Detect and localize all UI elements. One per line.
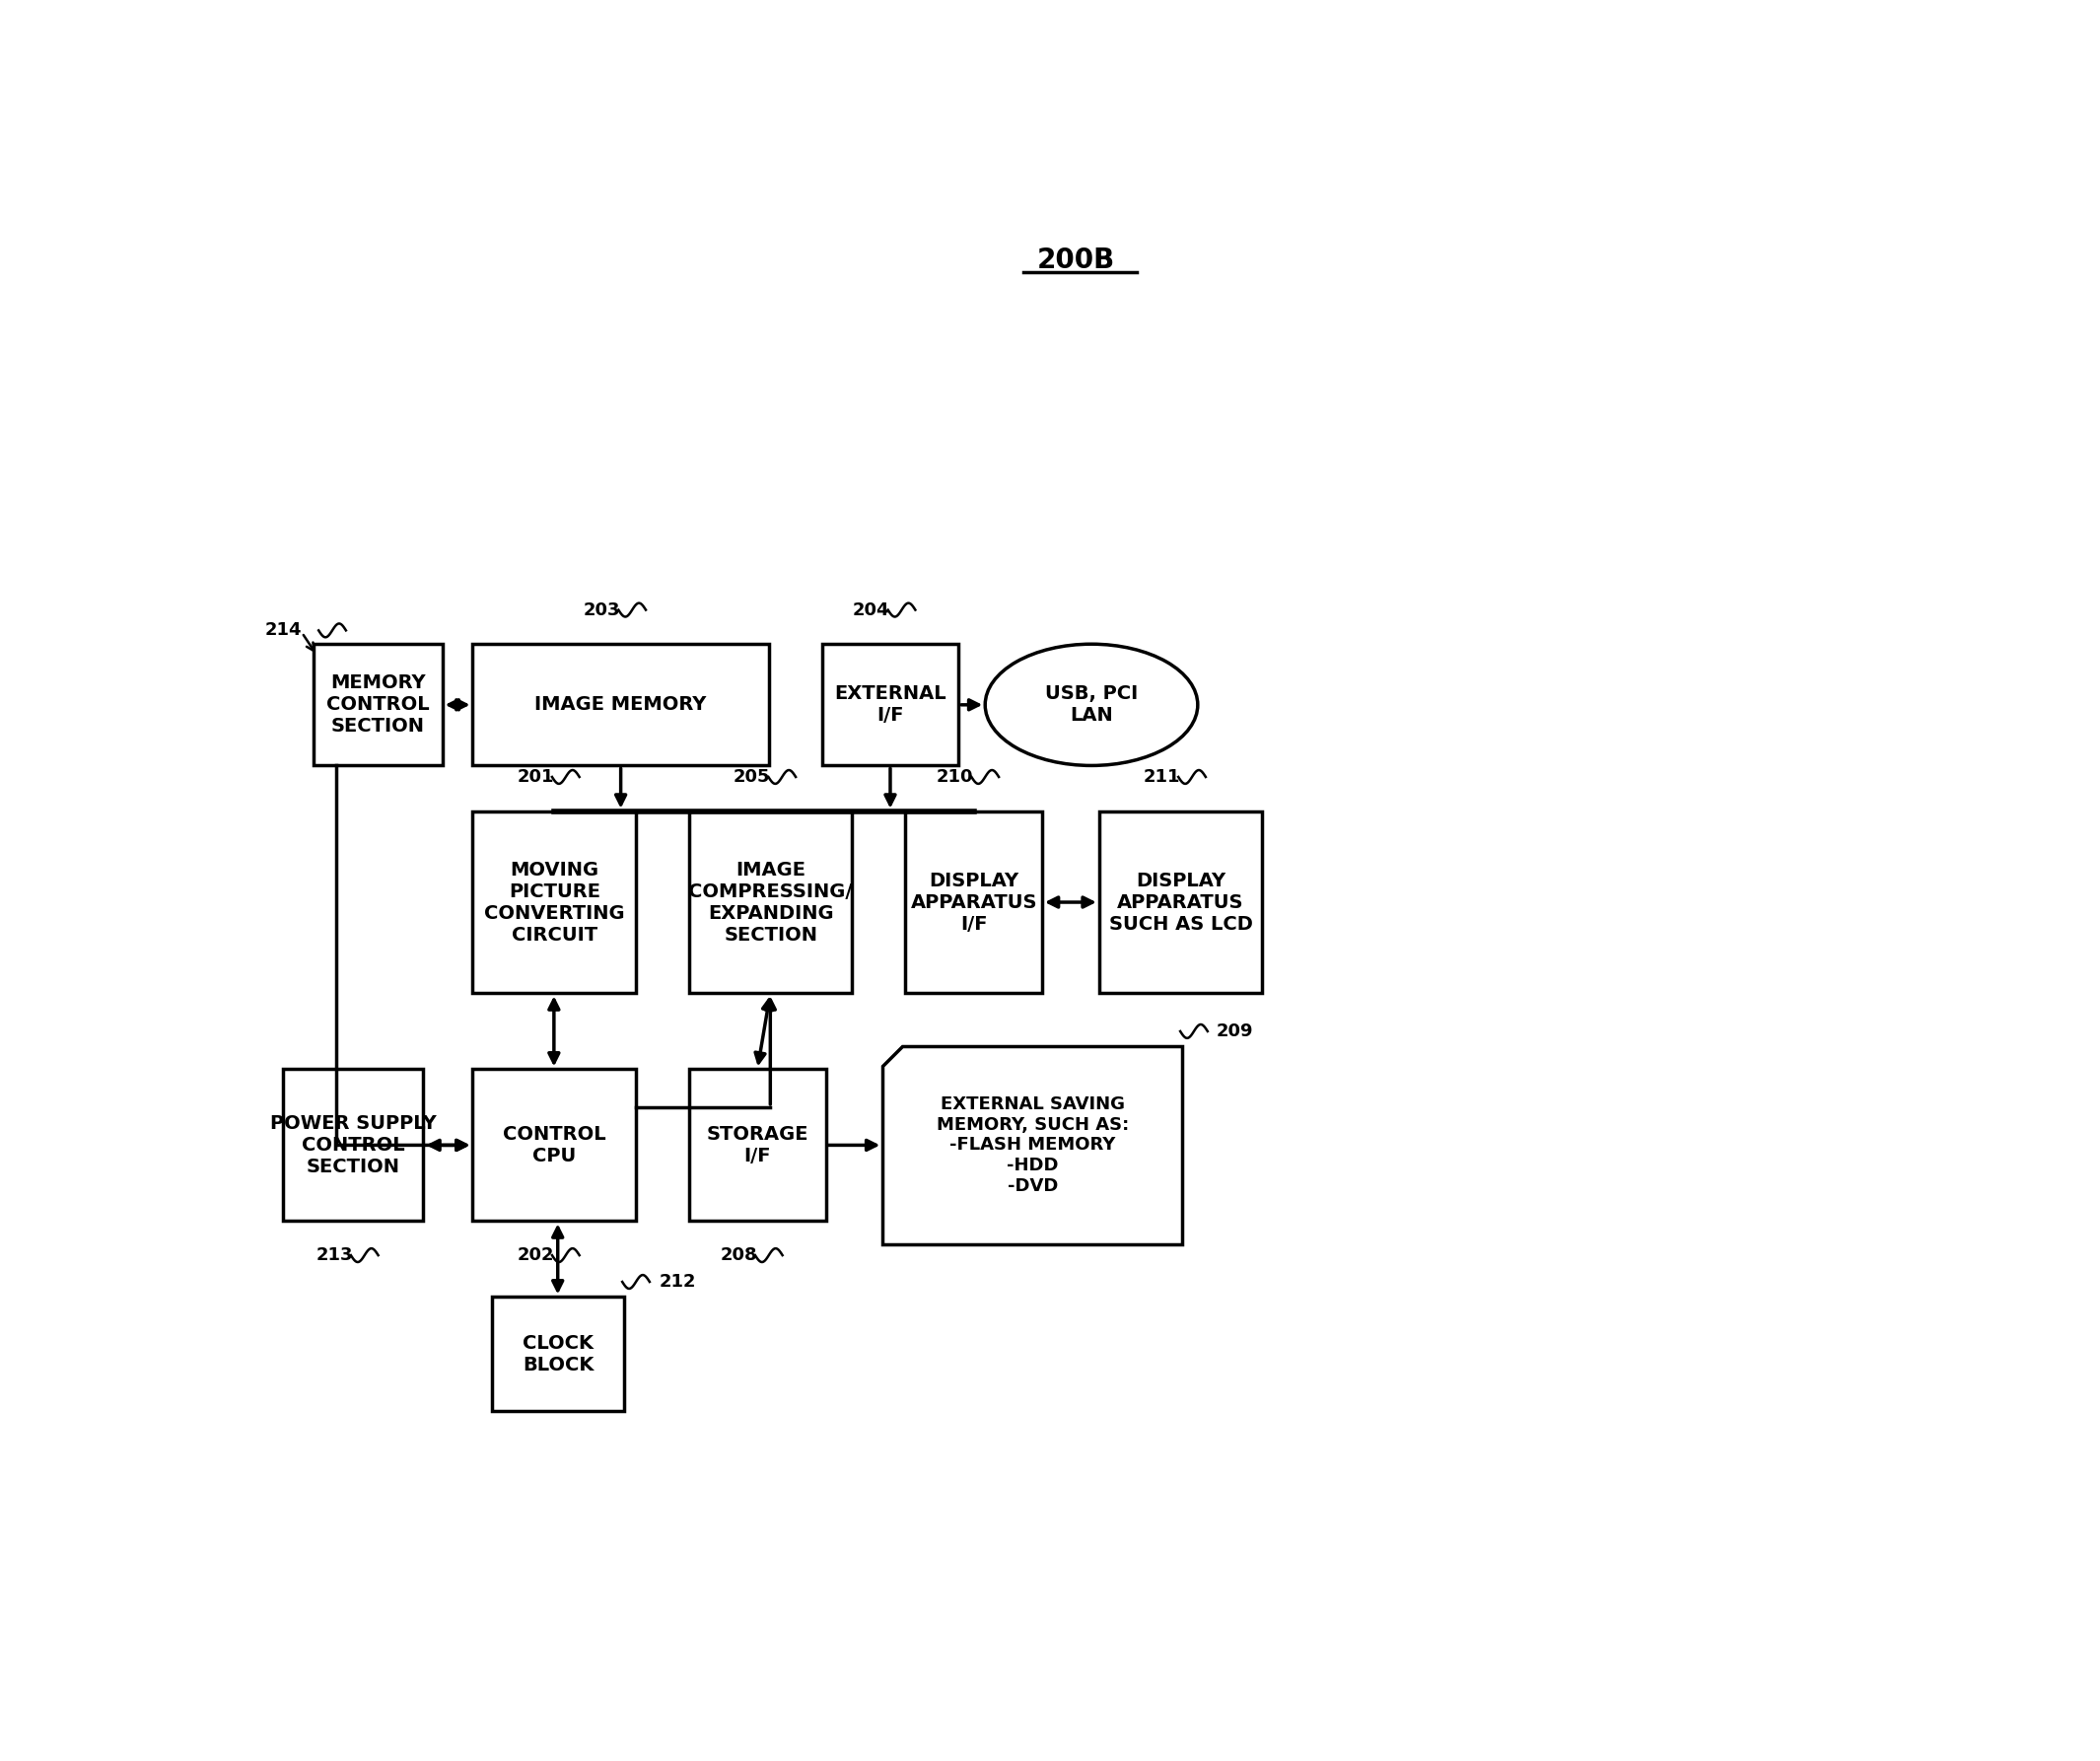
Text: 201: 201 <box>517 768 554 785</box>
Text: DISPLAY
APPARATUS
I/F: DISPLAY APPARATUS I/F <box>911 872 1037 933</box>
Text: DISPLAY
APPARATUS
SUCH AS LCD: DISPLAY APPARATUS SUCH AS LCD <box>1109 872 1252 933</box>
Text: IMAGE
COMPRESSING/
EXPANDING
SECTION: IMAGE COMPRESSING/ EXPANDING SECTION <box>689 861 853 944</box>
Text: 209: 209 <box>1216 1023 1254 1041</box>
Text: MOVING
PICTURE
CONVERTING
CIRCUIT: MOVING PICTURE CONVERTING CIRCUIT <box>483 861 624 944</box>
Polygon shape <box>882 1046 1182 1243</box>
Bar <box>472 812 636 993</box>
Bar <box>313 645 443 766</box>
Text: 200B: 200B <box>1037 247 1115 275</box>
Text: 202: 202 <box>517 1247 554 1264</box>
Text: MEMORY
CONTROL
SECTION: MEMORY CONTROL SECTION <box>326 674 428 736</box>
Text: 203: 203 <box>584 601 620 618</box>
Text: CLOCK
BLOCK: CLOCK BLOCK <box>523 1333 594 1374</box>
Bar <box>284 1069 424 1220</box>
Bar <box>821 645 958 766</box>
Text: EXTERNAL
I/F: EXTERNAL I/F <box>834 685 947 726</box>
Ellipse shape <box>985 645 1197 766</box>
Text: USB, PCI
LAN: USB, PCI LAN <box>1046 685 1138 726</box>
Text: 210: 210 <box>937 768 972 785</box>
Text: POWER SUPPLY
CONTROL
SECTION: POWER SUPPLY CONTROL SECTION <box>271 1115 437 1176</box>
Text: IMAGE MEMORY: IMAGE MEMORY <box>536 696 708 715</box>
Text: EXTERNAL SAVING
MEMORY, SUCH AS:
-FLASH MEMORY
-HDD
-DVD: EXTERNAL SAVING MEMORY, SUCH AS: -FLASH … <box>937 1095 1130 1196</box>
Text: 212: 212 <box>659 1273 695 1291</box>
Text: 204: 204 <box>853 601 890 618</box>
Text: 214: 214 <box>265 622 302 639</box>
Text: 213: 213 <box>315 1247 353 1264</box>
Text: 211: 211 <box>1142 768 1180 785</box>
Text: STORAGE
I/F: STORAGE I/F <box>706 1125 809 1166</box>
Text: 205: 205 <box>733 768 771 785</box>
Text: CONTROL
CPU: CONTROL CPU <box>502 1125 607 1166</box>
Bar <box>472 645 769 766</box>
Bar <box>689 812 853 993</box>
Bar <box>689 1069 825 1220</box>
Text: 208: 208 <box>720 1247 756 1264</box>
Bar <box>491 1298 624 1411</box>
Bar <box>905 812 1042 993</box>
Bar <box>472 1069 636 1220</box>
Bar <box>1098 812 1262 993</box>
